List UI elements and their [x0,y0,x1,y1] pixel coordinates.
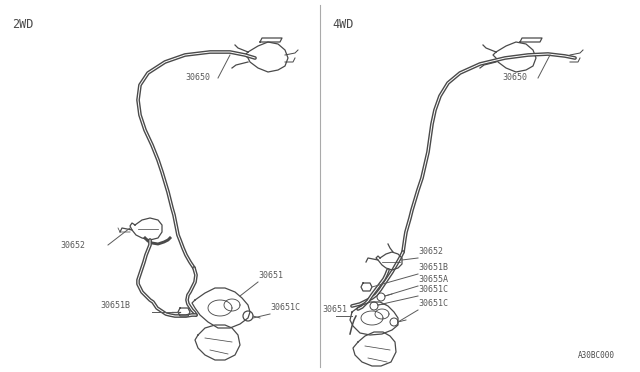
Text: 30651C: 30651C [418,285,448,294]
Text: 30651: 30651 [322,305,347,314]
Text: 30655A: 30655A [418,275,448,284]
Text: 2WD: 2WD [12,18,33,31]
Text: 30650: 30650 [502,73,527,82]
Text: 30650: 30650 [185,73,210,82]
Text: 30651B: 30651B [100,301,130,310]
Text: 4WD: 4WD [332,18,353,31]
Text: 30651B: 30651B [418,263,448,272]
Text: A30BC000: A30BC000 [578,351,615,360]
Text: 30652: 30652 [418,247,443,256]
Text: 30651C: 30651C [418,299,448,308]
Text: 30651C: 30651C [270,303,300,312]
Text: 30652: 30652 [60,241,85,250]
Text: 30651: 30651 [258,271,283,280]
